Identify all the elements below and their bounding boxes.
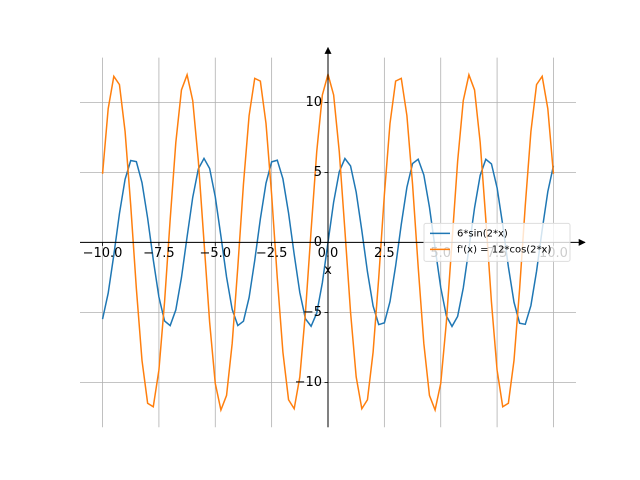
y-tick-label: −10: [295, 375, 322, 390]
x-tick-label: −2.5: [256, 246, 288, 261]
legend: 6*sin(2*x) f'(x) = 12*cos(2*x): [423, 222, 571, 262]
x-tick-label: −7.5: [143, 246, 175, 261]
y-tick-label: 5: [314, 165, 322, 180]
legend-label: f'(x) = 12*cos(2*x): [457, 244, 551, 255]
y-tick-label: −5: [303, 305, 322, 320]
x-tick-label: −10.0: [83, 246, 123, 261]
x-axis-label: x: [324, 263, 332, 278]
x-tick-label: −5.0: [199, 246, 231, 261]
y-tick-label: 10: [305, 95, 322, 110]
x-tick-label: 2.5: [374, 246, 395, 261]
legend-label: 6*sin(2*x): [457, 228, 508, 239]
legend-box: [423, 222, 571, 262]
